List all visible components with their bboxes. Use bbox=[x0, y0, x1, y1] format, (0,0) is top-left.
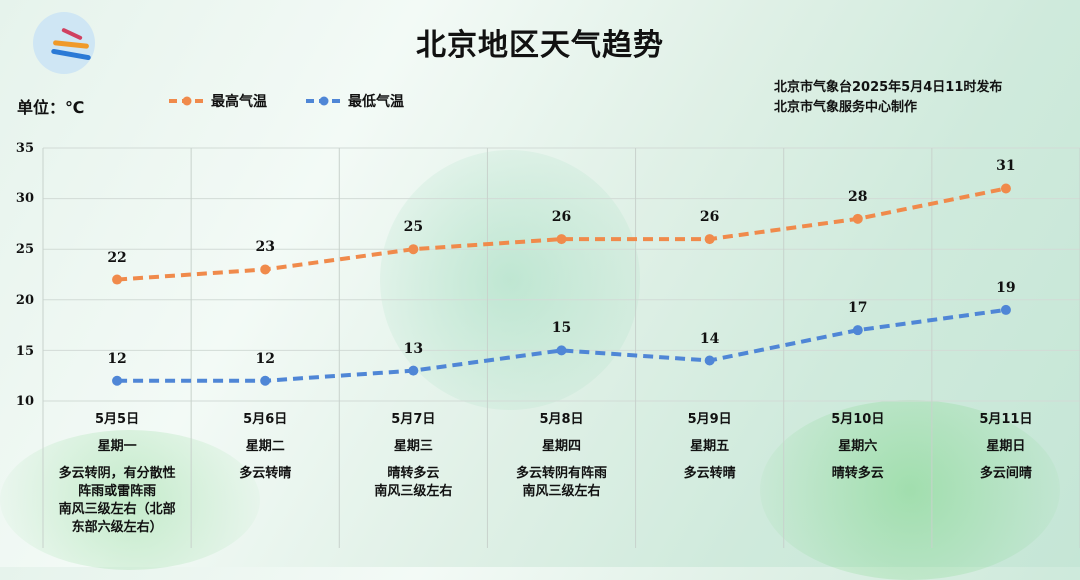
forecast-line: 多云转阴有阵雨 bbox=[515, 466, 607, 481]
day-weekday: 星期四 bbox=[541, 439, 581, 454]
value-label: 26 bbox=[699, 209, 720, 226]
value-label: 23 bbox=[255, 239, 275, 256]
day-weekday: 星期五 bbox=[690, 439, 730, 454]
day-column: 5月10日星期六晴转多云 bbox=[784, 405, 932, 483]
value-label: 17 bbox=[848, 300, 868, 317]
page-title: 北京地区天气趋势 bbox=[416, 28, 664, 63]
value-label: 26 bbox=[551, 209, 572, 226]
y-tick-20: 20 bbox=[15, 293, 34, 308]
day-forecast: 多云转晴 bbox=[636, 465, 784, 483]
background-glow bbox=[760, 400, 1060, 580]
data-point bbox=[704, 355, 715, 366]
value-label: 22 bbox=[107, 249, 127, 266]
forecast-line: 晴转多云 bbox=[831, 466, 884, 481]
data-point bbox=[260, 264, 271, 275]
day-date: 5月10日 bbox=[831, 412, 885, 427]
data-point bbox=[112, 375, 123, 386]
day-weekday: 星期二 bbox=[245, 439, 285, 454]
temperature-chart bbox=[42, 147, 1080, 548]
day-weekday: 星期六 bbox=[838, 439, 878, 454]
legend-low-line-icon bbox=[306, 96, 342, 106]
forecast-line: 南风三级左右 bbox=[374, 484, 453, 499]
day-forecast: 多云转阴有阵雨 南风三级左右 bbox=[487, 465, 635, 501]
forecast-line: 南风三级左右（北部 bbox=[58, 502, 176, 517]
data-point bbox=[112, 274, 123, 285]
data-point bbox=[1000, 304, 1011, 315]
day-date: 5月7日 bbox=[391, 412, 436, 427]
data-point bbox=[852, 213, 863, 224]
day-date: 5月9日 bbox=[687, 412, 732, 427]
data-point bbox=[260, 375, 271, 386]
value-label: 19 bbox=[996, 279, 1016, 296]
day-weekday: 星期日 bbox=[986, 439, 1026, 454]
data-point bbox=[704, 234, 715, 245]
value-label: 13 bbox=[403, 340, 424, 357]
day-column: 5月5日星期一多云转阴，有分散性 阵雨或雷阵雨南风三级左右（北部 东部六级左右） bbox=[43, 405, 191, 537]
value-label: 31 bbox=[996, 158, 1016, 175]
meteorological-service-logo-icon bbox=[33, 12, 95, 74]
issuer-info: 北京市气象台2025年5月4日11时发布 北京市气象服务中心制作 bbox=[774, 78, 1002, 118]
data-point bbox=[556, 345, 567, 356]
forecast-line: 东部六级左右） bbox=[71, 520, 163, 535]
value-label: 14 bbox=[699, 330, 720, 347]
legend-high: 最高气温 bbox=[167, 91, 267, 111]
background-glow bbox=[380, 150, 640, 410]
value-label: 25 bbox=[403, 219, 424, 236]
day-date: 5月11日 bbox=[979, 412, 1033, 427]
issuer-line-1: 北京市气象台2025年5月4日11时发布 bbox=[774, 80, 1003, 95]
day-date: 5月8日 bbox=[539, 412, 584, 427]
forecast-line: 多云转晴 bbox=[683, 466, 736, 481]
unit-label: 单位：℃ bbox=[17, 98, 85, 117]
forecast-line: 多云间晴 bbox=[979, 466, 1032, 481]
data-point bbox=[852, 325, 863, 336]
legend-high-label: 最高气温 bbox=[211, 94, 267, 110]
value-label: 12 bbox=[255, 350, 275, 367]
day-column: 5月9日星期五多云转晴 bbox=[636, 405, 784, 483]
day-forecast: 晴转多云 bbox=[784, 465, 932, 483]
value-label: 28 bbox=[848, 188, 868, 205]
day-forecast: 多云转晴 bbox=[191, 465, 339, 483]
day-forecast: 多云间晴 bbox=[932, 465, 1080, 483]
forecast-line: 多云转阴，有分散性 bbox=[58, 466, 176, 481]
day-weekday: 星期一 bbox=[97, 439, 137, 454]
forecast-line: 多云转晴 bbox=[239, 466, 292, 481]
data-point bbox=[1000, 183, 1011, 194]
legend-low: 最低气温 bbox=[304, 91, 404, 111]
day-column: 5月11日星期日多云间晴 bbox=[932, 405, 1080, 483]
day-date: 5月5日 bbox=[95, 412, 140, 427]
y-tick-15: 15 bbox=[15, 344, 34, 359]
day-forecast: 晴转多云南风三级左右 bbox=[339, 465, 487, 501]
y-tick-25: 25 bbox=[15, 242, 34, 257]
data-point bbox=[408, 365, 419, 376]
data-point bbox=[408, 244, 419, 255]
forecast-line: 晴转多云 bbox=[387, 466, 440, 481]
data-point bbox=[556, 234, 567, 245]
y-tick-10: 10 bbox=[15, 394, 34, 409]
legend-high-line-icon bbox=[169, 96, 205, 106]
day-column: 5月8日星期四多云转阴有阵雨 南风三级左右 bbox=[487, 405, 635, 501]
day-column: 5月6日星期二多云转晴 bbox=[191, 405, 339, 483]
day-weekday: 星期三 bbox=[393, 439, 433, 454]
issuer-line-2: 北京市气象服务中心制作 bbox=[774, 100, 918, 115]
day-date: 5月6日 bbox=[243, 412, 288, 427]
value-label: 15 bbox=[551, 320, 572, 337]
value-label: 12 bbox=[107, 350, 127, 367]
high-temp-line bbox=[116, 186, 1007, 282]
y-tick-35: 35 bbox=[15, 141, 34, 156]
forecast-line: 阵雨或雷阵雨 bbox=[78, 484, 157, 499]
legend-low-label: 最低气温 bbox=[348, 94, 404, 110]
day-forecast: 多云转阴，有分散性 阵雨或雷阵雨南风三级左右（北部 东部六级左右） bbox=[43, 465, 191, 537]
forecast-line: 南风三级左右 bbox=[522, 484, 601, 499]
day-column: 5月7日星期三晴转多云南风三级左右 bbox=[339, 405, 487, 501]
y-tick-30: 30 bbox=[15, 191, 34, 206]
